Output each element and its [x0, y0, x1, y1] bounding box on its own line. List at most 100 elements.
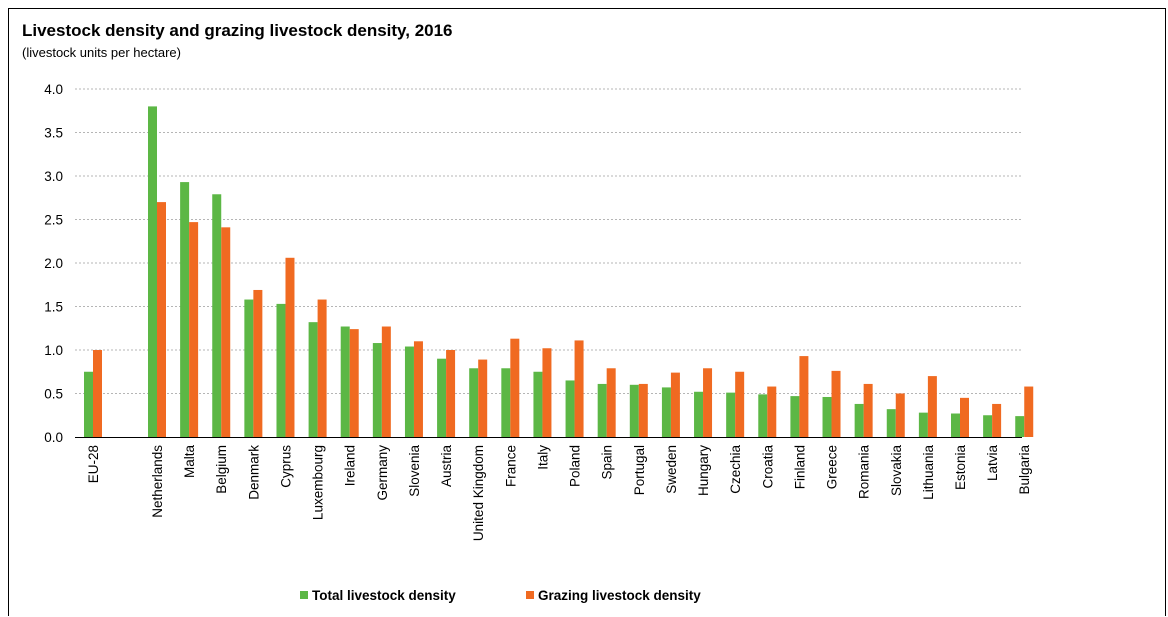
bar-total-livestock	[212, 194, 222, 437]
bars	[84, 106, 1034, 438]
x-tick-label: Greece	[825, 445, 840, 489]
y-tick-label: 4.0	[44, 82, 63, 97]
bar-total-livestock	[501, 368, 511, 437]
bar-total-livestock	[758, 394, 768, 437]
x-axis: EU-28 Netherlands Malta Belgium Denmark Cypru…	[75, 437, 1032, 541]
y-tick-label: 0.0	[44, 430, 63, 445]
bar-total-livestock	[565, 380, 575, 437]
bar-total-livestock	[437, 358, 447, 437]
x-tick-label: Slovenia	[407, 445, 422, 497]
bar-total-livestock	[983, 415, 993, 437]
bar-total-livestock	[533, 371, 543, 437]
x-tick-label: Slovakia	[889, 445, 904, 497]
bar-total-livestock	[886, 409, 896, 437]
bar-total-livestock	[790, 396, 800, 437]
bar-grazing-livestock	[735, 371, 745, 437]
x-tick-label: Cyprus	[278, 445, 293, 488]
bar-grazing-livestock	[767, 386, 777, 437]
bar-grazing-livestock	[542, 348, 552, 437]
y-tick-label: 1.0	[44, 343, 63, 358]
x-tick-label: Sweden	[664, 445, 679, 494]
legend-swatch	[526, 591, 534, 599]
x-tick-label: EU-28	[86, 445, 101, 483]
bar-grazing-livestock	[446, 350, 456, 437]
bar-total-livestock	[918, 412, 928, 437]
bar-grazing-livestock	[895, 393, 905, 437]
x-tick-label: Ireland	[343, 445, 358, 486]
x-tick-label: Croatia	[760, 445, 775, 489]
bar-grazing-livestock	[253, 289, 263, 437]
x-tick-label: Portugal	[632, 445, 647, 495]
x-tick-label: Hungary	[696, 445, 711, 496]
x-tick-label: Bulgaria	[1017, 445, 1032, 495]
x-tick-label: Germany	[375, 445, 390, 501]
bar-total-livestock	[661, 387, 671, 437]
bar-grazing-livestock	[1024, 386, 1034, 437]
y-tick-label: 2.5	[44, 213, 63, 228]
bar-grazing-livestock	[831, 370, 841, 437]
bar-grazing-livestock	[478, 359, 488, 437]
x-tick-label: Czechia	[728, 445, 743, 494]
y-tick-label: 1.5	[44, 300, 63, 315]
x-tick-label: Romania	[857, 445, 872, 500]
bar-total-livestock	[597, 383, 607, 437]
bar-grazing-livestock	[413, 341, 423, 437]
bar-total-livestock	[372, 343, 382, 437]
bar-grazing-livestock	[799, 356, 809, 437]
x-tick-label: Netherlands	[150, 445, 165, 518]
bar-total-livestock	[180, 182, 190, 437]
bar-total-livestock	[276, 303, 286, 437]
bar-grazing-livestock	[927, 376, 937, 437]
bar-grazing-livestock	[638, 383, 648, 437]
y-tick-label: 0.5	[44, 387, 63, 402]
legend: Total livestock density Grazing livestock…	[300, 588, 701, 603]
bar-total-livestock	[854, 403, 864, 437]
bar-total-livestock	[308, 322, 318, 437]
chart-frame	[8, 8, 1166, 616]
chart-title: Livestock density and grazing livestock …	[22, 21, 453, 40]
bar-grazing-livestock	[189, 222, 199, 437]
legend-label: Grazing livestock density	[538, 588, 701, 603]
bar-grazing-livestock	[349, 329, 359, 437]
bar-total-livestock	[726, 392, 736, 437]
bar-grazing-livestock	[510, 338, 520, 437]
x-tick-label: Lithuania	[921, 445, 936, 500]
chart-subtitle: (livestock units per hectare)	[22, 45, 181, 60]
x-tick-label: Latvia	[985, 445, 1000, 482]
bar-grazing-livestock	[992, 403, 1002, 437]
y-tick-label: 2.0	[44, 256, 63, 271]
x-tick-label: Austria	[439, 445, 454, 488]
bar-total-livestock	[404, 346, 414, 437]
bar-grazing-livestock	[157, 202, 166, 437]
x-tick-label: United Kingdom	[471, 445, 486, 541]
x-tick-label: Spain	[600, 445, 615, 480]
bar-total-livestock	[1015, 416, 1025, 437]
y-axis: 0.0 0.5 1.0 1.5 2.0 2.5 3.0 3.5 4.0	[44, 82, 63, 445]
bar-total-livestock	[694, 391, 704, 437]
x-tick-label: Italy	[535, 445, 550, 470]
bar-total-livestock	[244, 299, 254, 437]
bar-grazing-livestock	[960, 397, 969, 437]
bar-grazing-livestock	[574, 340, 584, 437]
bar-grazing-livestock	[93, 350, 102, 437]
bar-total-livestock	[340, 326, 350, 437]
x-tick-label: France	[503, 445, 518, 487]
bar-total-livestock	[629, 384, 639, 437]
x-tick-label: Denmark	[246, 445, 261, 500]
x-tick-label: Luxembourg	[311, 445, 326, 520]
x-tick-label: Finland	[792, 445, 807, 489]
bar-grazing-livestock	[863, 383, 873, 437]
y-tick-label: 3.5	[44, 126, 63, 141]
x-tick-label: Malta	[182, 445, 197, 479]
x-tick-label: Belgium	[214, 445, 229, 494]
bar-total-livestock	[469, 368, 479, 437]
x-tick-label: Estonia	[953, 445, 968, 491]
bar-total-livestock	[822, 396, 832, 437]
bar-grazing-livestock	[317, 299, 327, 437]
legend-label: Total livestock density	[312, 588, 456, 603]
bar-grazing-livestock	[606, 368, 616, 437]
x-tick-label: Poland	[568, 445, 583, 487]
bar-grazing-livestock	[221, 227, 231, 437]
bar-grazing-livestock	[670, 372, 680, 437]
